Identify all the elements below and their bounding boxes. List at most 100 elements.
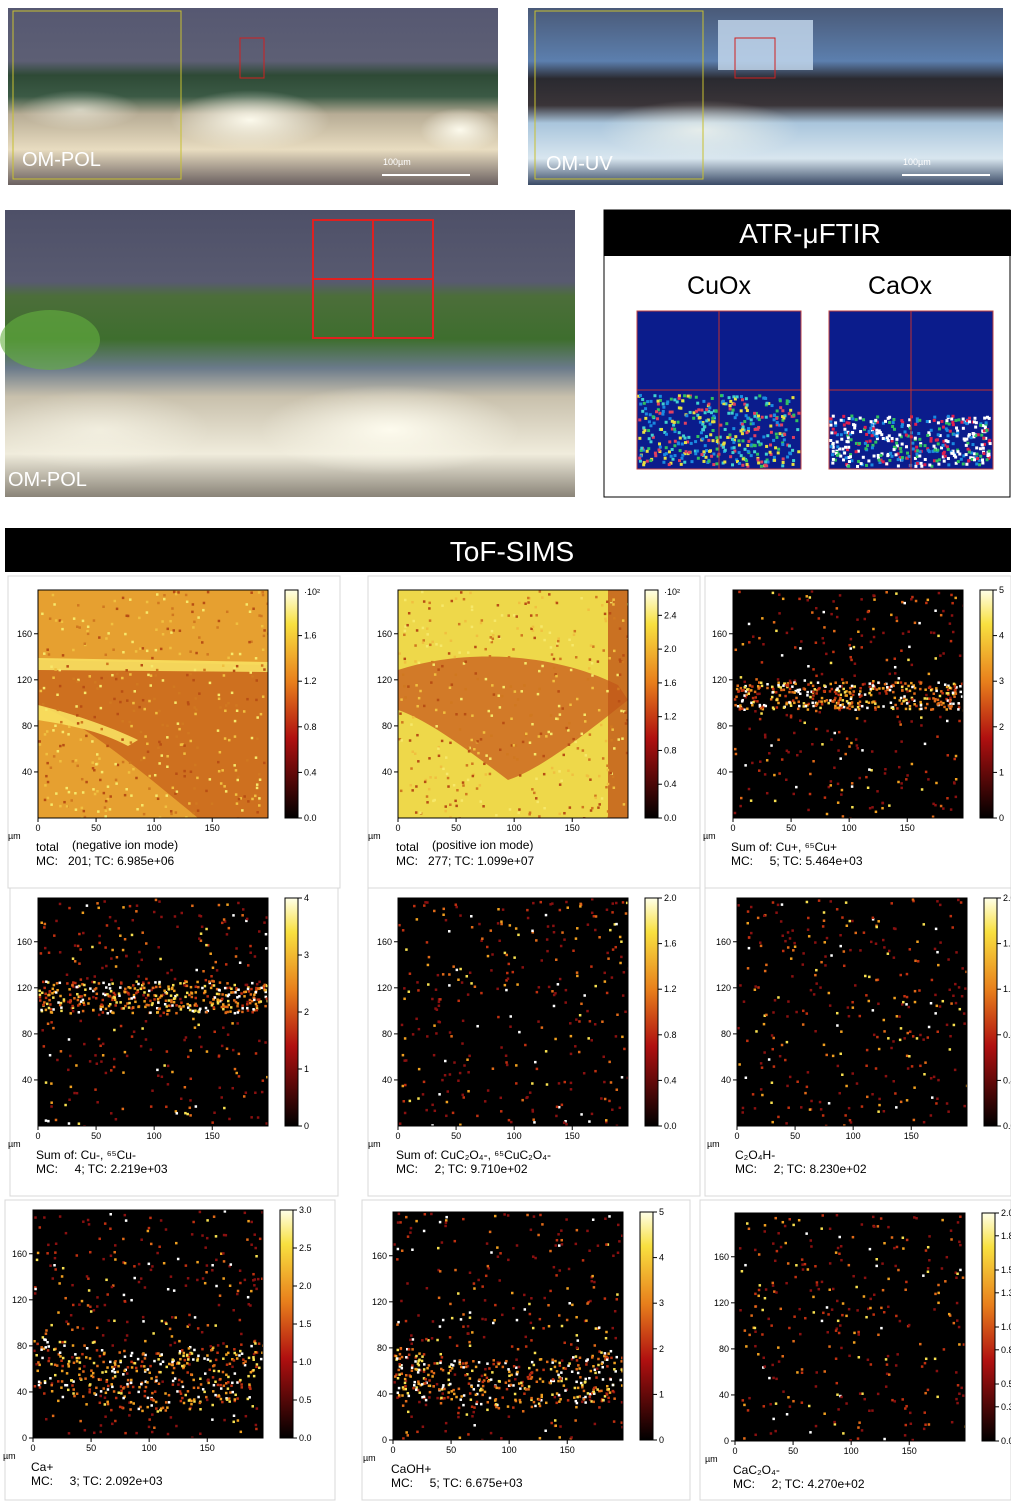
map-pixel	[105, 1370, 108, 1373]
map-pixel	[793, 942, 796, 945]
map-pixel	[196, 1359, 199, 1362]
y-tick-label: 40	[717, 767, 727, 777]
atr-pixel	[735, 413, 738, 416]
map-pixel	[843, 706, 846, 709]
map-pixel	[231, 653, 234, 656]
map-pixel	[154, 981, 157, 984]
map-pixel	[416, 1431, 419, 1434]
map-pixel	[451, 1367, 454, 1370]
map-pixel	[933, 1076, 936, 1079]
map-pixel	[237, 1419, 240, 1422]
atr-pixel	[924, 458, 927, 461]
map-pixel	[836, 908, 839, 911]
map-pixel	[167, 1065, 170, 1068]
atr-pixel	[665, 433, 668, 436]
map-pixel	[226, 1345, 229, 1348]
map-pixel	[169, 1344, 172, 1347]
map-pixel	[114, 1371, 117, 1374]
atr-pixel	[641, 410, 644, 413]
map-pixel	[823, 1044, 826, 1047]
map-pixel	[483, 731, 486, 734]
map-pixel	[936, 1097, 939, 1100]
map-pixel	[804, 679, 807, 682]
map-pixel	[490, 735, 493, 738]
map-pixel	[153, 698, 156, 701]
map-pixel	[561, 1325, 564, 1328]
atr-pixel	[942, 444, 945, 447]
map-pixel	[525, 1345, 528, 1348]
map-pixel	[786, 750, 789, 753]
atr-pixel	[857, 460, 860, 463]
map-pixel	[168, 1363, 171, 1366]
map-pixel	[521, 690, 524, 693]
map-pixel	[251, 982, 254, 985]
map-pixel	[145, 942, 148, 945]
map-pixel	[249, 951, 252, 954]
atr-pixel	[851, 431, 854, 434]
map-pixel	[89, 1383, 92, 1386]
map-pixel	[519, 1387, 522, 1390]
atr-pixel	[847, 436, 850, 439]
atr-pixel	[872, 427, 875, 430]
map-pixel	[221, 993, 224, 996]
map-pixel	[72, 1010, 75, 1013]
map-pixel	[553, 667, 556, 670]
map-pixel	[740, 687, 743, 690]
map-pixel	[930, 631, 933, 634]
map-pixel	[833, 766, 836, 769]
map-pixel	[34, 1292, 37, 1295]
map-pixel	[437, 1020, 440, 1023]
map-pixel	[543, 773, 546, 776]
map-pixel	[95, 997, 98, 1000]
map-pixel	[47, 1360, 50, 1363]
map-pixel	[40, 1348, 43, 1351]
map-pixel	[837, 783, 840, 786]
atr-pixel	[659, 446, 662, 449]
map-pixel	[530, 1229, 533, 1232]
map-pixel	[820, 1108, 823, 1111]
map-pixel	[77, 945, 80, 948]
map-pixel	[946, 720, 949, 723]
map-pixel	[40, 1346, 43, 1349]
map-pixel	[531, 788, 534, 791]
map-pixel	[213, 1111, 216, 1114]
map-pixel	[119, 1001, 122, 1004]
map-pixel	[533, 792, 536, 795]
atr-pixel	[792, 414, 795, 417]
map-pixel	[98, 1038, 101, 1041]
map-pixel	[238, 1354, 241, 1357]
map-pixel	[529, 1091, 532, 1094]
map-pixel	[577, 1339, 580, 1342]
map-pixel	[227, 1033, 230, 1036]
map-pixel	[612, 598, 615, 601]
map-pixel	[105, 654, 108, 657]
map-pixel	[798, 705, 801, 708]
map-pixel	[61, 1275, 64, 1278]
atr-pixel	[924, 444, 927, 447]
map-pixel	[821, 673, 824, 676]
x-tick-label: 150	[900, 823, 915, 833]
map-pixel	[82, 932, 85, 935]
atr-pixel	[684, 441, 687, 444]
map-pixel	[224, 737, 227, 740]
map-pixel	[821, 697, 824, 700]
map-pixel	[250, 1345, 253, 1348]
map-pixel	[227, 702, 230, 705]
map-pixel	[863, 931, 866, 934]
map-pixel	[787, 946, 790, 949]
map-pixel	[257, 987, 260, 990]
map-pixel	[428, 602, 431, 605]
map-pixel	[609, 612, 612, 615]
map-pixel	[447, 1090, 450, 1093]
atr-pixel	[788, 444, 791, 447]
map-pixel	[530, 1322, 533, 1325]
map-pixel	[72, 760, 75, 763]
map-pixel	[161, 754, 164, 757]
map-pixel	[76, 681, 79, 684]
map-pixel	[541, 665, 544, 668]
map-pixel	[543, 639, 546, 642]
atr-pixel	[890, 455, 893, 458]
map-pixel	[180, 1001, 183, 1004]
map-pixel	[124, 1300, 127, 1303]
map-pixel	[52, 1027, 55, 1030]
